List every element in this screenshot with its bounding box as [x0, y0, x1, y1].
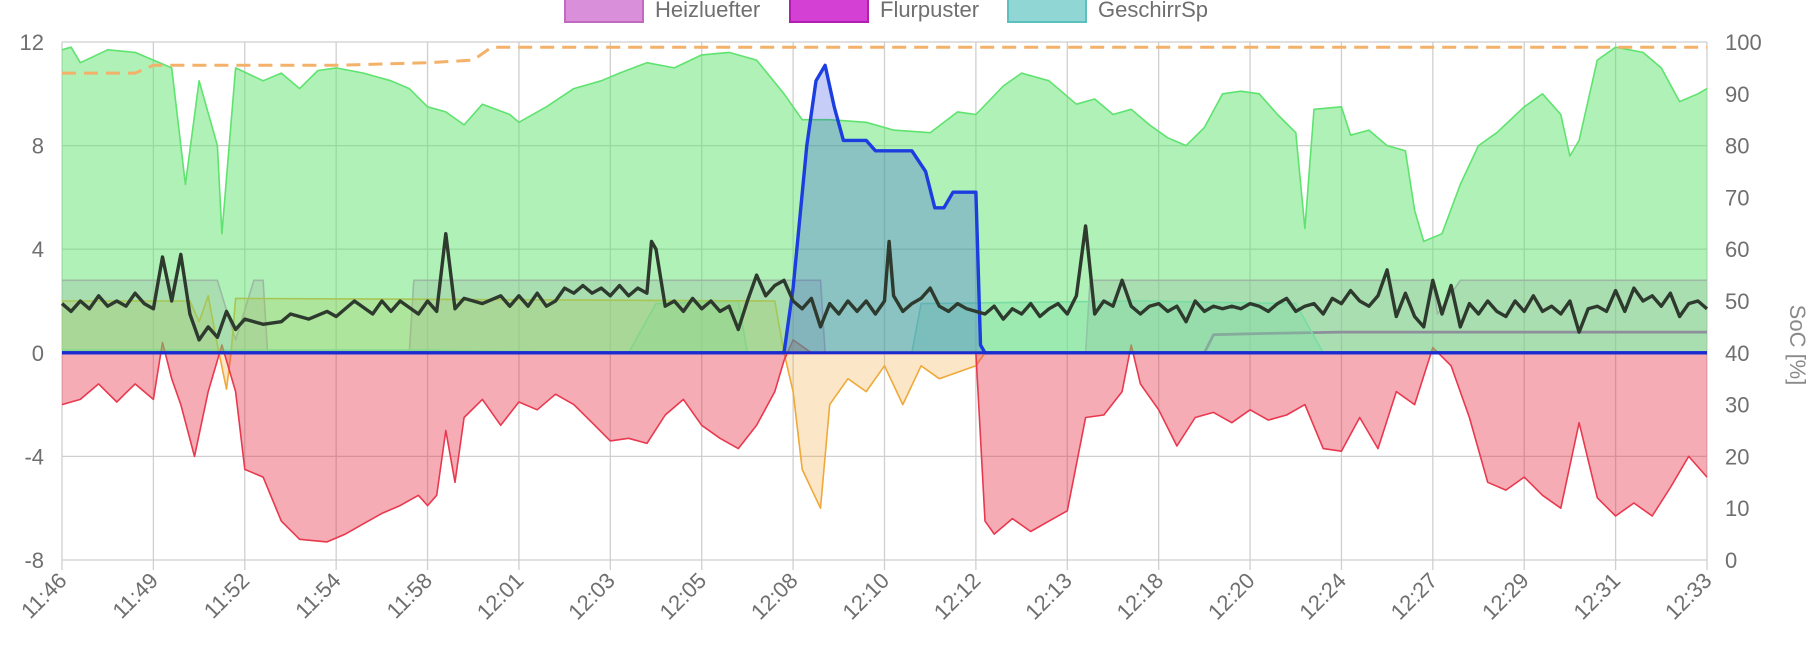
series-area-export — [62, 339, 1707, 542]
legend-swatch — [1007, 0, 1087, 23]
x-tick-label: 12:08 — [746, 568, 803, 625]
y-left-tick-label: -8 — [24, 548, 44, 573]
legend-label: Flurpuster — [880, 0, 979, 22]
y-left-tick-label: -4 — [24, 444, 44, 469]
series-area-pv — [62, 47, 1707, 353]
x-tick-label: 12:05 — [655, 568, 712, 625]
y-right-tick-label: 70 — [1725, 185, 1749, 210]
x-tick-label: 12:01 — [472, 568, 529, 625]
y-right-tick-label: 20 — [1725, 444, 1749, 469]
legend-swatch — [564, 0, 644, 23]
legend: Heizluefter Flurpuster GeschirrSp — [564, 0, 1208, 23]
x-tick-label: 12:29 — [1477, 568, 1534, 625]
y-right-tick-label: 0 — [1725, 548, 1737, 573]
x-tick-label: 12:10 — [837, 568, 894, 625]
y-right-tick-label: 100 — [1725, 30, 1762, 55]
y-left-tick-label: 0 — [32, 341, 44, 366]
x-tick-label: 12:20 — [1203, 568, 1260, 625]
series-area-speicher — [62, 65, 1707, 353]
y-right-tick-label: 80 — [1725, 134, 1749, 159]
x-tick-label: 11:54 — [290, 568, 345, 623]
x-tick-label: 11:49 — [107, 568, 162, 623]
y-right-tick-label: 40 — [1725, 341, 1749, 366]
x-tick-label: 11:52 — [199, 568, 254, 623]
series-line-verbrauch — [60, 224, 1709, 342]
legend-label: Heizluefter — [655, 0, 760, 22]
x-tick-label: 12:03 — [563, 568, 620, 625]
y-left-tick-label: 12 — [20, 30, 44, 55]
y-right-tick-label: 60 — [1725, 237, 1749, 262]
x-tick-label: 11:46 — [16, 568, 71, 623]
x-tick-label: 12:31 — [1569, 568, 1626, 625]
series-line-soc — [62, 45, 1707, 75]
x-tick-label: 12:24 — [1294, 568, 1351, 625]
legend-swatch — [789, 0, 869, 23]
series-line-pv — [61, 46, 1708, 243]
x-tick-label: 12:18 — [1112, 568, 1169, 625]
legend-item-flurpuster[interactable]: Flurpuster — [789, 0, 979, 23]
x-tick-label: 12:33 — [1660, 568, 1717, 625]
legend-item-geschirrsp[interactable]: GeschirrSp — [1007, 0, 1208, 23]
series-line-speicher — [62, 63, 1707, 355]
legend-label: GeschirrSp — [1098, 0, 1208, 22]
series-layer — [60, 45, 1709, 543]
x-tick-label: 12:12 — [929, 568, 986, 625]
x-tick-label: 11:58 — [382, 568, 437, 623]
x-tick-label: 12:13 — [1020, 568, 1077, 625]
y-left-tick-label: 8 — [32, 134, 44, 159]
y-right-axis-title: SoC [%] — [1785, 305, 1810, 386]
y-right-tick-label: 90 — [1725, 82, 1749, 107]
legend-item-heizluefter[interactable]: Heizluefter — [564, 0, 760, 23]
x-tick-label: 12:27 — [1386, 568, 1443, 625]
y-left-tick-label: 4 — [32, 237, 44, 262]
y-right-tick-label: 10 — [1725, 496, 1749, 521]
y-right-tick-label: 30 — [1725, 393, 1749, 418]
y-right-tick-label: 50 — [1725, 289, 1749, 314]
